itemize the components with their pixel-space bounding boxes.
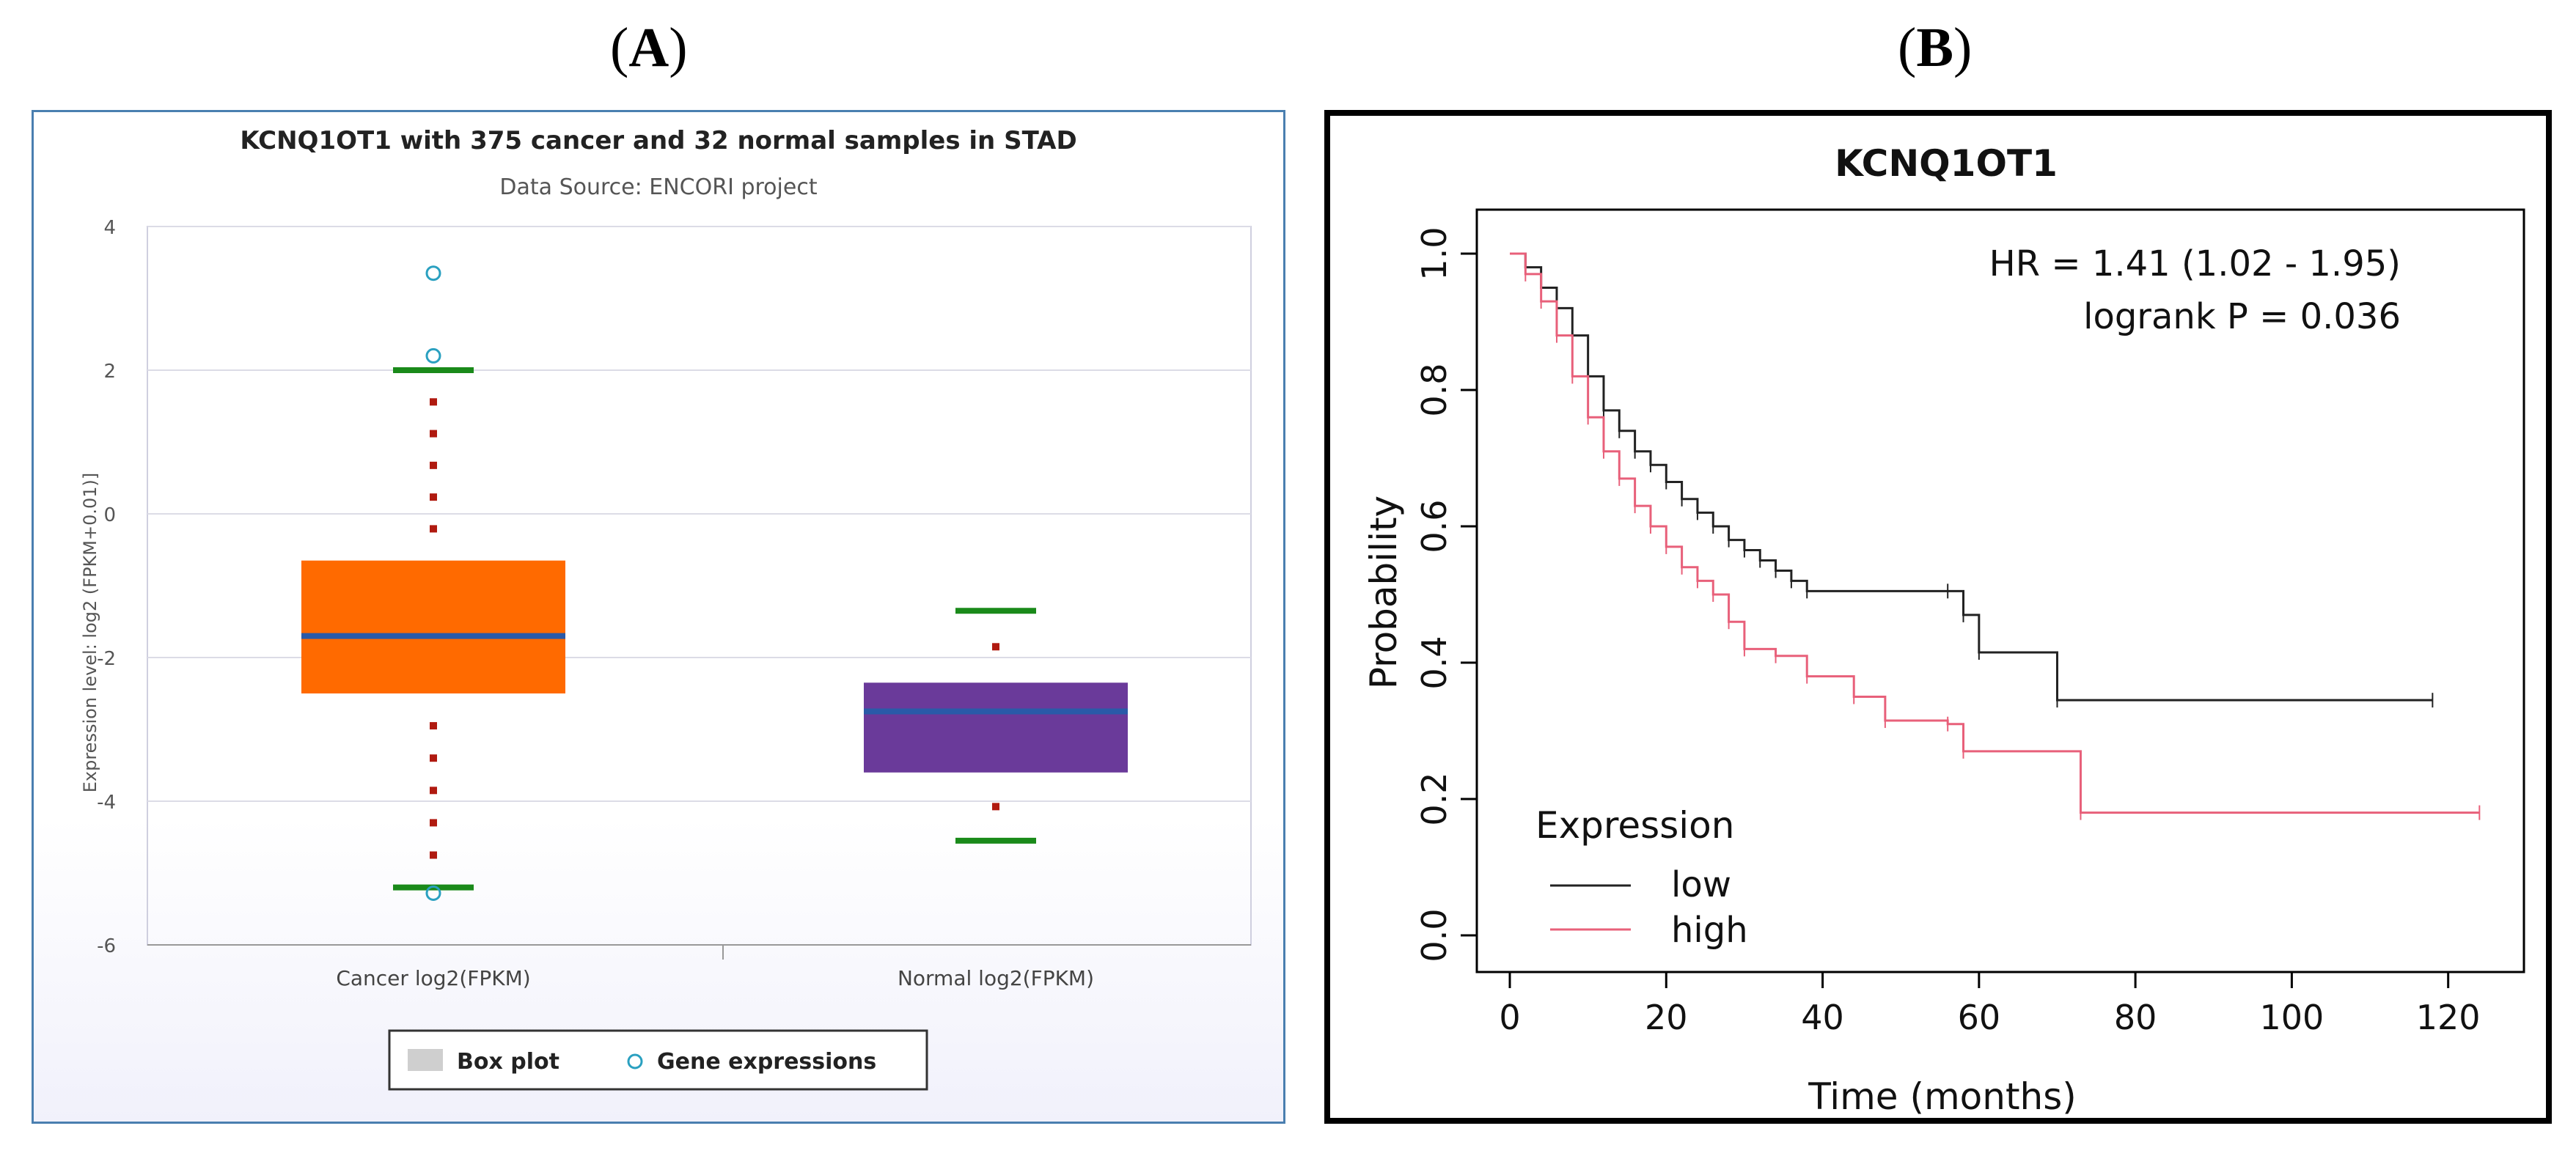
km-y-axis-label: Probability <box>1362 496 1405 689</box>
box-cancer <box>301 560 565 693</box>
y-tick-label: 1.0 <box>1414 227 1454 280</box>
box-plot-svg: KCNQ1OT1 with 375 cancer and 32 normal s… <box>80 126 1252 1091</box>
legend-frame <box>388 1029 928 1091</box>
y-tick-label: -4 <box>97 792 116 814</box>
km-legend-high-label: high <box>1671 910 1748 951</box>
y-tick-label: 4 <box>103 217 116 239</box>
whisker-dot <box>430 430 437 438</box>
km-plot-title: KCNQ1OT1 <box>1835 142 2058 185</box>
x-tick-label: 20 <box>1645 998 1688 1037</box>
panel-label-b-letter: B <box>1916 17 1954 78</box>
box-plot-panel: KCNQ1OT1 with 375 cancer and 32 normal s… <box>32 110 1285 1124</box>
km-legend-title: Expression <box>1535 804 1734 847</box>
km-hr-annotation: HR = 1.41 (1.02 - 1.95) <box>1989 243 2401 284</box>
km-plot-series <box>1510 252 2481 820</box>
box-plot-subtitle: Data Source: ENCORI project <box>499 174 817 200</box>
km-curve-low <box>1510 252 2433 702</box>
legend-box-plot-label: Box plot <box>457 1049 559 1075</box>
y-tick-label: 0.6 <box>1414 499 1454 553</box>
km-plot-svg: KCNQ1OT1 0.0 0.2 0.4 0.6 0.8 1.0 0 20 40 60 80 100… <box>1362 142 2525 1118</box>
outlier-point <box>425 885 441 901</box>
km-plot-x-ticks: 0 20 40 60 80 100 120 <box>1499 972 2481 1037</box>
whisker-dot <box>430 787 437 795</box>
km-legend: Expression low high <box>1535 804 1748 951</box>
whisker-dot <box>992 803 999 811</box>
km-logrank-annotation: logrank P = 0.036 <box>2083 296 2401 337</box>
whisker-dot <box>992 643 999 651</box>
panel-label-a-letter: A <box>628 17 669 78</box>
km-plot-frame <box>1475 208 2525 973</box>
whisker-dot <box>430 398 437 406</box>
whisker-dot <box>430 722 437 730</box>
box-plot-y-ticks: 4 2 0 -2 -4 -6 <box>97 217 116 957</box>
x-tick-label: 60 <box>1958 998 2001 1037</box>
x-tick-label: 40 <box>1801 998 1844 1037</box>
whisker-dot <box>430 461 437 469</box>
box-normal <box>864 682 1128 773</box>
whisker-dot <box>430 754 437 762</box>
km-plot-panel: KCNQ1OT1 0.0 0.2 0.4 0.6 0.8 1.0 0 20 40 60 80 100… <box>1324 110 2552 1124</box>
y-tick-label: 0.8 <box>1414 363 1454 416</box>
km-x-axis-label: Time (months) <box>1808 1075 2077 1118</box>
x-tick-label: 100 <box>2259 998 2324 1037</box>
outlier-point <box>425 265 441 281</box>
x-category-label: Normal log2(FPKM) <box>898 966 1094 990</box>
y-tick-label: 0.2 <box>1414 772 1454 825</box>
legend-box-swatch <box>408 1049 443 1071</box>
x-category-label: Cancer log2(FPKM) <box>336 966 530 990</box>
legend-outlier-marker <box>627 1053 643 1070</box>
outlier-point <box>425 347 441 364</box>
whisker-dot <box>430 819 437 827</box>
y-tick-label: 0 <box>103 504 116 526</box>
y-tick-label: 0.0 <box>1414 908 1454 962</box>
whisker-dot <box>430 851 437 859</box>
km-curve-high <box>1510 252 2480 814</box>
whisker-dot <box>430 525 437 533</box>
box-plot-x-labels: Cancer log2(FPKM) Normal log2(FPKM) <box>336 966 1094 990</box>
y-tick-label: 0.4 <box>1414 636 1454 689</box>
y-tick-label: 2 <box>103 361 116 383</box>
y-tick-label: -2 <box>97 648 116 670</box>
km-plot-y-ticks: 0.0 0.2 0.4 0.6 0.8 1.0 <box>1414 227 1477 962</box>
whisker-dot <box>430 493 437 501</box>
y-tick-label: -6 <box>97 935 116 957</box>
km-legend-low-label: low <box>1671 864 1731 905</box>
box-plot-boxes <box>301 265 1128 901</box>
box-plot-legend: Box plot Gene expressions <box>388 1029 928 1091</box>
box-plot-y-axis-label: Expression level: log2 (FPKM+0.01)] <box>80 473 100 793</box>
box-plot-title: KCNQ1OT1 with 375 cancer and 32 normal s… <box>240 126 1076 155</box>
panel-label-b: (B) <box>1898 17 1973 78</box>
panel-label-a: (A) <box>610 17 688 78</box>
x-tick-label: 80 <box>2114 998 2157 1037</box>
x-tick-label: 120 <box>2416 998 2481 1037</box>
x-tick-label: 0 <box>1499 998 1520 1037</box>
legend-gene-expressions-label: Gene expressions <box>657 1049 876 1075</box>
